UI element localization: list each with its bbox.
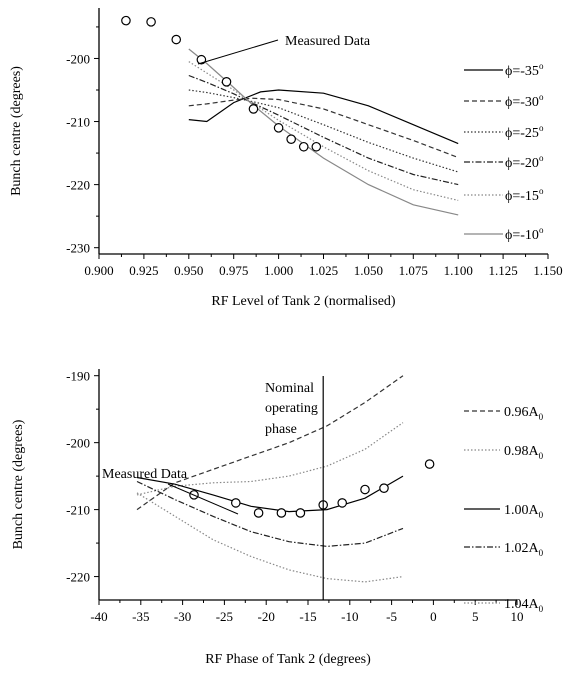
x-tick-label: 1.150 bbox=[533, 263, 562, 278]
legend-label: 1.02A0 bbox=[504, 541, 544, 558]
measured-data-point bbox=[298, 141, 309, 152]
y-axis-label: Bunch centre (degrees) bbox=[11, 419, 26, 549]
measured-data-point bbox=[295, 508, 306, 518]
legend-label: ϕ=-10o bbox=[505, 225, 544, 243]
measured-data-point bbox=[171, 34, 182, 45]
legend-label: 1.04A0 bbox=[504, 597, 544, 614]
x-tick-label: 0.900 bbox=[84, 263, 113, 278]
measured-data-annotation: Measured Data bbox=[285, 34, 371, 49]
series-line bbox=[188, 89, 459, 173]
legend-label: ϕ=-20o bbox=[505, 153, 544, 171]
x-tick-label: 5 bbox=[472, 609, 479, 624]
x-tick-label: 0 bbox=[430, 609, 437, 624]
y-axis-label: Bunch centre (degrees) bbox=[9, 66, 24, 196]
x-axis-label: RF Level of Tank 2 (normalised) bbox=[211, 294, 396, 309]
series-line bbox=[188, 89, 459, 145]
annotation-pointer bbox=[197, 39, 279, 65]
x-tick-label: 1.000 bbox=[264, 263, 293, 278]
measured-data-point bbox=[311, 141, 322, 152]
x-axis-label: RF Phase of Tank 2 (degrees) bbox=[205, 652, 371, 667]
x-tick-label: -25 bbox=[216, 609, 233, 624]
series-line bbox=[188, 74, 459, 186]
x-tick-label: -20 bbox=[258, 609, 275, 624]
measured-data-point bbox=[286, 134, 296, 144]
y-tick-label: -220 bbox=[66, 178, 90, 193]
y-tick-label: -210 bbox=[66, 115, 90, 130]
series-line bbox=[188, 48, 459, 216]
legend-label: ϕ=-25o bbox=[505, 123, 544, 141]
x-tick-label: 0.975 bbox=[219, 263, 248, 278]
y-tick-label: -200 bbox=[66, 436, 90, 451]
x-tick-label: 1.075 bbox=[399, 263, 428, 278]
nominal-phase-annotation: Nominal bbox=[265, 381, 314, 396]
measured-data-point bbox=[276, 508, 287, 518]
x-tick-label: 10 bbox=[511, 609, 524, 624]
legend-label: 1.00A0 bbox=[504, 503, 544, 520]
measured-data-point bbox=[379, 483, 389, 493]
measured-data-point bbox=[253, 508, 264, 518]
measured-data-point bbox=[231, 498, 241, 508]
series-line bbox=[188, 97, 459, 159]
x-tick-label: -10 bbox=[341, 609, 358, 624]
x-tick-label: 1.100 bbox=[444, 263, 473, 278]
measured-data-annotation: Measured Data bbox=[102, 467, 188, 482]
x-tick-label: -35 bbox=[132, 609, 149, 624]
x-tick-label: 1.050 bbox=[354, 263, 383, 278]
series-line bbox=[136, 375, 404, 511]
y-tick-label: -190 bbox=[66, 369, 90, 384]
series-line bbox=[136, 422, 404, 496]
legend-label: 0.98A0 bbox=[504, 444, 544, 461]
series-line bbox=[136, 492, 404, 583]
legend-label: ϕ=-35o bbox=[505, 61, 544, 79]
series-line bbox=[136, 475, 404, 513]
series-line bbox=[136, 480, 404, 548]
legend-label: 0.96A0 bbox=[504, 405, 544, 422]
y-tick-label: -210 bbox=[66, 503, 90, 518]
x-tick-label: 1.025 bbox=[309, 263, 338, 278]
measured-data-point bbox=[337, 498, 347, 508]
y-tick-label: -200 bbox=[66, 51, 90, 66]
x-tick-label: -30 bbox=[174, 609, 191, 624]
legend-label: ϕ=-30o bbox=[505, 92, 544, 110]
y-tick-label: -230 bbox=[66, 241, 90, 256]
x-tick-label: -40 bbox=[90, 609, 107, 624]
nominal-phase-annotation: operating bbox=[265, 401, 318, 416]
measured-data-point bbox=[273, 123, 284, 133]
annotation-pointer bbox=[167, 483, 239, 515]
nominal-phase-annotation: phase bbox=[265, 422, 297, 437]
x-tick-label: -5 bbox=[386, 609, 397, 624]
measured-data-point bbox=[196, 54, 207, 65]
measured-data-point bbox=[360, 484, 370, 495]
measured-data-point bbox=[424, 459, 435, 469]
x-tick-label: 1.125 bbox=[488, 263, 517, 278]
x-tick-label: 0.925 bbox=[129, 263, 158, 278]
y-tick-label: -220 bbox=[66, 570, 90, 585]
measured-data-point bbox=[121, 15, 131, 26]
x-tick-label: -15 bbox=[299, 609, 316, 624]
series-line bbox=[188, 61, 459, 201]
measured-data-point bbox=[248, 104, 259, 114]
top-chart: 0.900 0.925 0.950 0.975 1.000 1.025 1.050 1.075… bbox=[9, 8, 563, 309]
measured-data-point bbox=[146, 17, 156, 27]
legend-label: ϕ=-15o bbox=[505, 186, 544, 204]
bottom-chart: -40 -35 -30 -25 -20 -15 -10 -5 0 5 10 -190 -200 -210 -… bbox=[11, 369, 544, 667]
x-tick-label: 0.950 bbox=[174, 263, 203, 278]
measured-data-point bbox=[221, 77, 232, 87]
